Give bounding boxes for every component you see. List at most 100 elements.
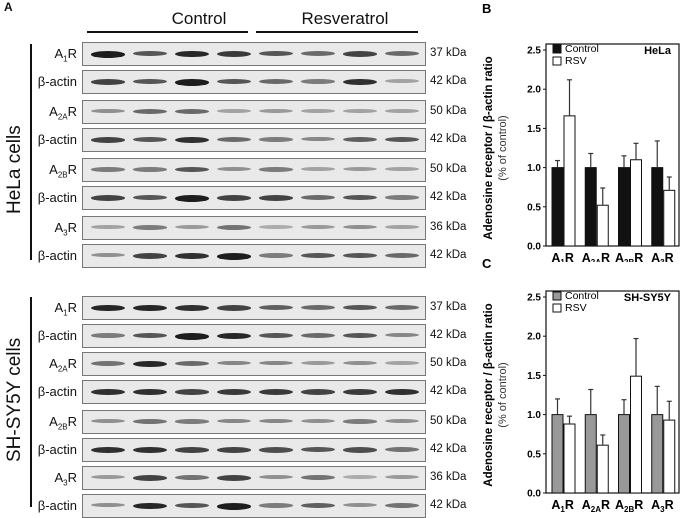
y-tick-label: 2.0 [527,332,541,343]
blot-band [343,137,377,143]
blot-strip [82,42,426,66]
blot-row-label: β-actin [37,442,77,457]
molecular-weight-label: 50 kDa [430,105,467,117]
x-tick-label: A2BR [615,498,643,514]
blot-band [259,79,293,84]
blot-band [259,475,293,480]
blot-band [385,333,419,338]
blot-band [91,51,125,58]
y-tick-label: 2.5 [527,46,541,57]
blot-band [259,253,293,258]
bar-rsv [663,419,676,494]
blot-band [343,475,377,479]
bar-rsv [630,375,642,494]
blot-band [217,51,251,57]
blot-band [301,79,335,84]
blot-row-label: β-actin [37,248,77,263]
blot-row-label: A1R [54,300,77,318]
blot-band [133,447,167,454]
blot-band [175,333,209,340]
blot-band [91,475,125,479]
blot-band [91,195,125,201]
bar-rsv [663,189,676,247]
blot-band [301,195,335,200]
y-tick-label: 1.5 [527,124,541,135]
blot-strip [82,296,426,320]
y-axis-sublabel: (% of control) [497,115,509,180]
blot-row-label: A2AR [49,356,77,374]
blot-band [133,333,167,339]
y-tick-label: 0.5 [527,449,541,460]
y-tick-label: 0.5 [527,202,541,213]
blot-strip [82,324,426,348]
blot-band [133,167,167,172]
blot-band [91,447,125,454]
blot-band [175,167,209,173]
blot-band [301,109,335,113]
plot-frame [545,290,680,494]
blot-band [343,419,377,424]
group-line-control [87,31,248,33]
blot-band [259,137,293,142]
bar-control [551,167,564,247]
y-tick-label: 1.5 [527,371,541,382]
x-tick-label: A1R [551,498,574,514]
blot-band [343,195,377,201]
molecular-weight-label: 50 kDa [430,357,467,369]
y-tick-label: 0.0 [527,489,541,500]
chart-c-shsy5y: C 0.0 0.5 1.0 1.5 2.0 2.5 Adenosine receptor / … [482,256,680,514]
blot-strip [82,186,426,210]
x-tick-label: A3R [651,498,674,514]
blot-band [343,361,377,366]
blot-band [301,503,335,509]
blot-band [343,333,377,339]
blot-band [385,225,419,229]
x-tick-label: A3R [651,251,674,262]
cell-group-bracket [30,297,32,507]
blot-band [133,305,167,312]
blot-band [133,475,167,481]
blot-band [301,305,335,310]
blot-band [133,389,167,396]
blot-strip [82,466,426,490]
blot-band [301,253,335,259]
blot-band [91,419,125,424]
bar-control [618,414,630,494]
blot-band [385,253,419,258]
blot-band [91,503,125,508]
blot-band [217,109,251,113]
bar-control [584,414,597,494]
blot-band [385,51,419,56]
blot-band [385,447,419,452]
blot-band [133,195,167,201]
blot-band [91,137,125,143]
blot-row-label: β-actin [37,190,77,205]
legend-label: RSV [565,55,587,67]
blot-band [343,167,377,171]
blot-row-label: A1R [54,46,77,64]
blot-band [301,137,335,142]
blot-band [385,419,419,424]
bar-control [651,414,664,494]
blot-band [133,419,167,424]
blot-band [259,109,293,113]
blot-strip [82,494,426,518]
blot-band [385,137,419,143]
blot-band [343,447,377,453]
blot-band [259,195,293,201]
blot-band [217,137,251,142]
cell-group-bracket [30,44,32,260]
blot-band [217,475,251,481]
blot-band [175,195,209,202]
blot-band [259,389,293,395]
y-axis-label: Adenosine receptor / β-actin ratio [483,56,495,239]
blot-band [343,79,377,86]
bar-control [551,414,564,494]
panel-a-letter: A [4,0,13,14]
blot-band [343,389,377,395]
blot-band [91,79,125,85]
blot-row-label: β-actin [37,384,77,399]
chart-b-hela: B 0.0 0.5 1.0 1.5 2.0 2.5 Adenosine receptor / … [482,1,680,262]
blot-strip [82,438,426,462]
blot-band [259,305,293,311]
